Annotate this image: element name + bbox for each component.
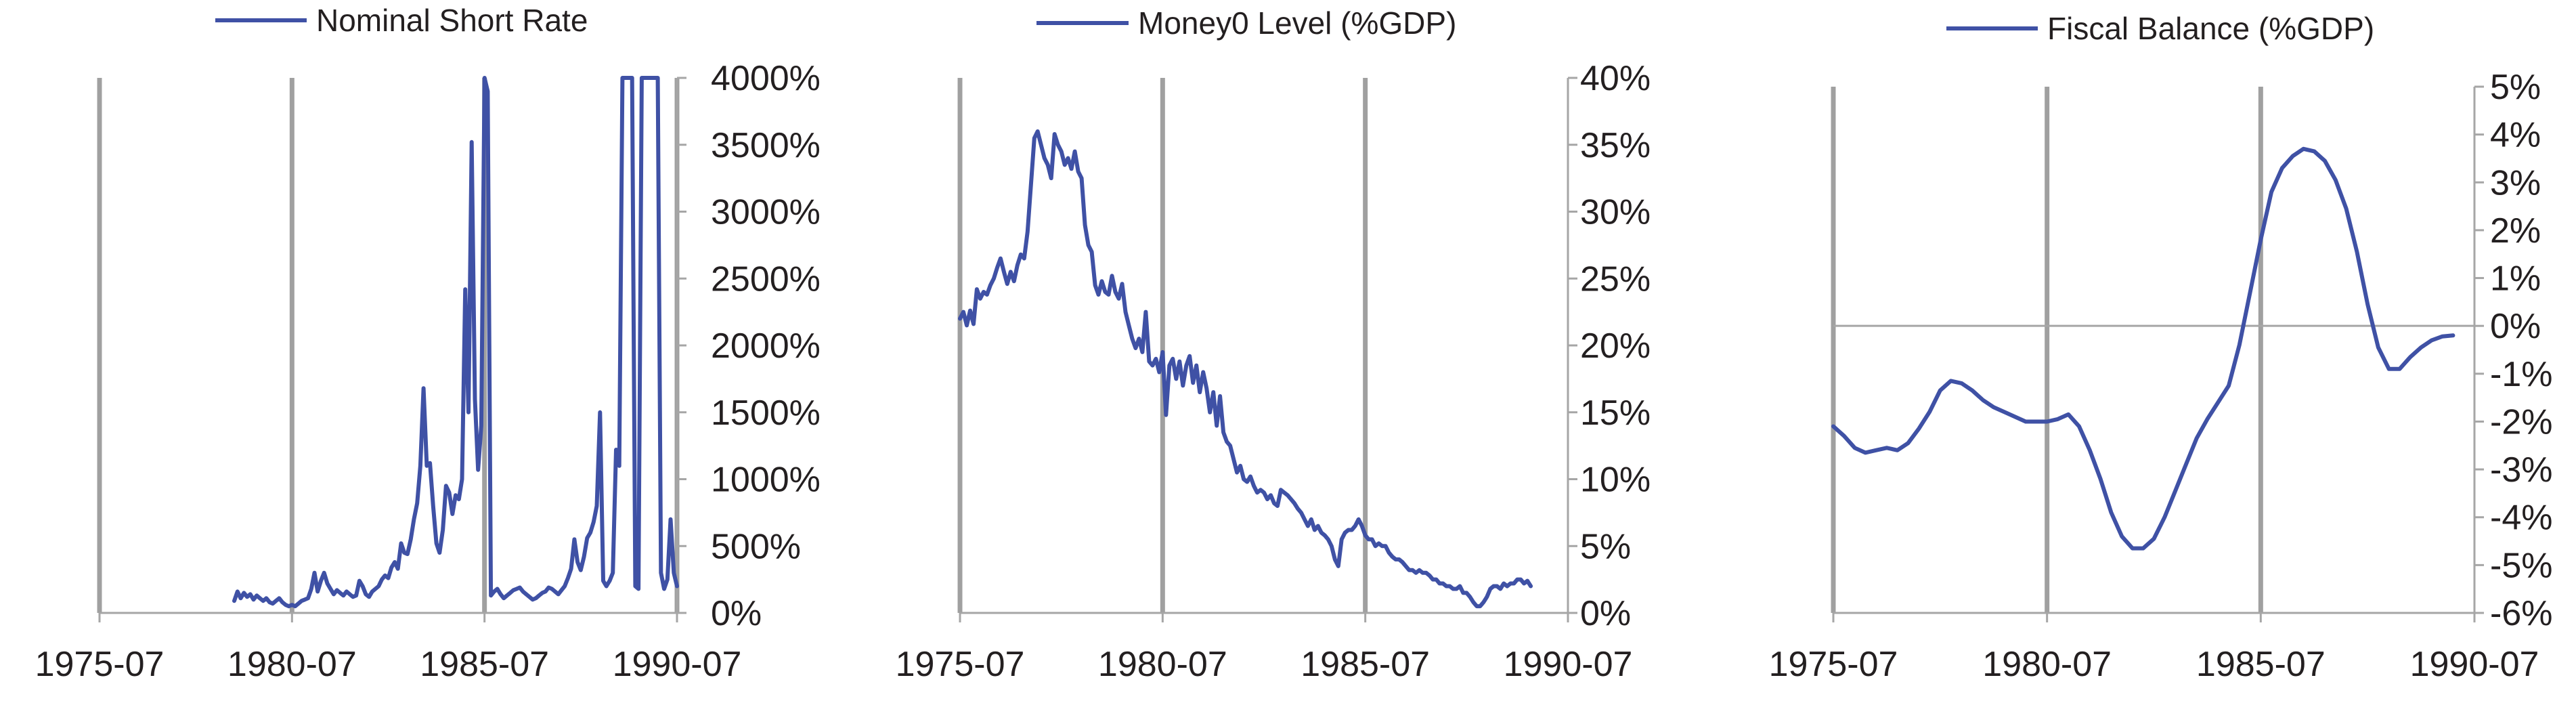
x-tick-label: 1985-07 (420, 645, 549, 684)
y-tick-label: 0% (711, 594, 762, 633)
y-tick-label: 0% (1580, 594, 1631, 633)
y-tick-label: 35% (1580, 126, 1651, 165)
y-tick-label: 3000% (711, 193, 821, 232)
y-tick-label: 10% (1580, 461, 1651, 500)
x-tick-label: 1985-07 (1301, 645, 1430, 684)
x-tick-label: 1990-07 (613, 645, 742, 684)
series-line (958, 129, 1533, 609)
y-tick-label: 30% (1580, 193, 1651, 232)
x-tick-label: 1980-07 (1982, 645, 2112, 684)
legend-label: Money0 Level (%GDP) (1138, 5, 1456, 41)
y-tick-label: 1% (2490, 259, 2541, 299)
series-line (232, 76, 679, 609)
y-tick-label: 40% (1580, 59, 1651, 98)
y-tick-label: 1000% (711, 461, 821, 500)
y-tick-label: 500% (711, 527, 801, 566)
y-tick-label: 4% (2490, 116, 2541, 155)
x-tick-label: 1975-07 (1769, 645, 1898, 684)
y-tick-label: 3% (2490, 163, 2541, 203)
y-tick-label: 0% (2490, 307, 2541, 346)
x-tick-label: 1975-07 (896, 645, 1025, 684)
y-tick-label: -1% (2490, 355, 2552, 394)
legend-label: Nominal Short Rate (316, 3, 588, 38)
y-tick-label: 2000% (711, 326, 821, 366)
y-tick-label: -3% (2490, 450, 2552, 490)
y-tick-label: -4% (2490, 498, 2552, 538)
x-tick-label: 1975-07 (35, 645, 165, 684)
y-tick-label: 4000% (711, 59, 821, 98)
x-tick-label: 1990-07 (2410, 645, 2539, 684)
chart-panel-3: -6% -5% -4% -3% -2% -1% 0% 1% 2% 3% 4% 5% 1975-07 198… (1769, 11, 2553, 684)
x-tick-label: 1980-07 (1098, 645, 1227, 684)
x-tick-label: 1980-07 (227, 645, 357, 684)
y-tick-label: 2500% (711, 259, 821, 299)
chart-panel-1: 0% 500% 1000% 1500% 2000% 2500% 3000% 3500% 4000… (35, 3, 821, 684)
y-tick-label: 2% (2490, 211, 2541, 251)
x-tick-label: 1990-07 (1504, 645, 1633, 684)
y-tick-label: 15% (1580, 393, 1651, 433)
y-tick-label: 20% (1580, 326, 1651, 366)
chart-panel-2: 0% 5% 10% 15% 20% 25% 30% 35% 40% 1975-07 1980-07 1… (896, 5, 1651, 684)
y-tick-label: -5% (2490, 546, 2552, 585)
x-tick-label: 1985-07 (2196, 645, 2326, 684)
series-line (1831, 146, 2455, 551)
y-tick-label: 1500% (711, 393, 821, 433)
y-tick-label: 3500% (711, 126, 821, 165)
legend-label: Fiscal Balance (%GDP) (2047, 11, 2374, 46)
y-tick-label: 5% (1580, 527, 1631, 566)
y-tick-label: -6% (2490, 594, 2552, 633)
y-tick-label: 5% (2490, 68, 2541, 107)
y-tick-label: 25% (1580, 259, 1651, 299)
y-tick-label: -2% (2490, 402, 2552, 442)
